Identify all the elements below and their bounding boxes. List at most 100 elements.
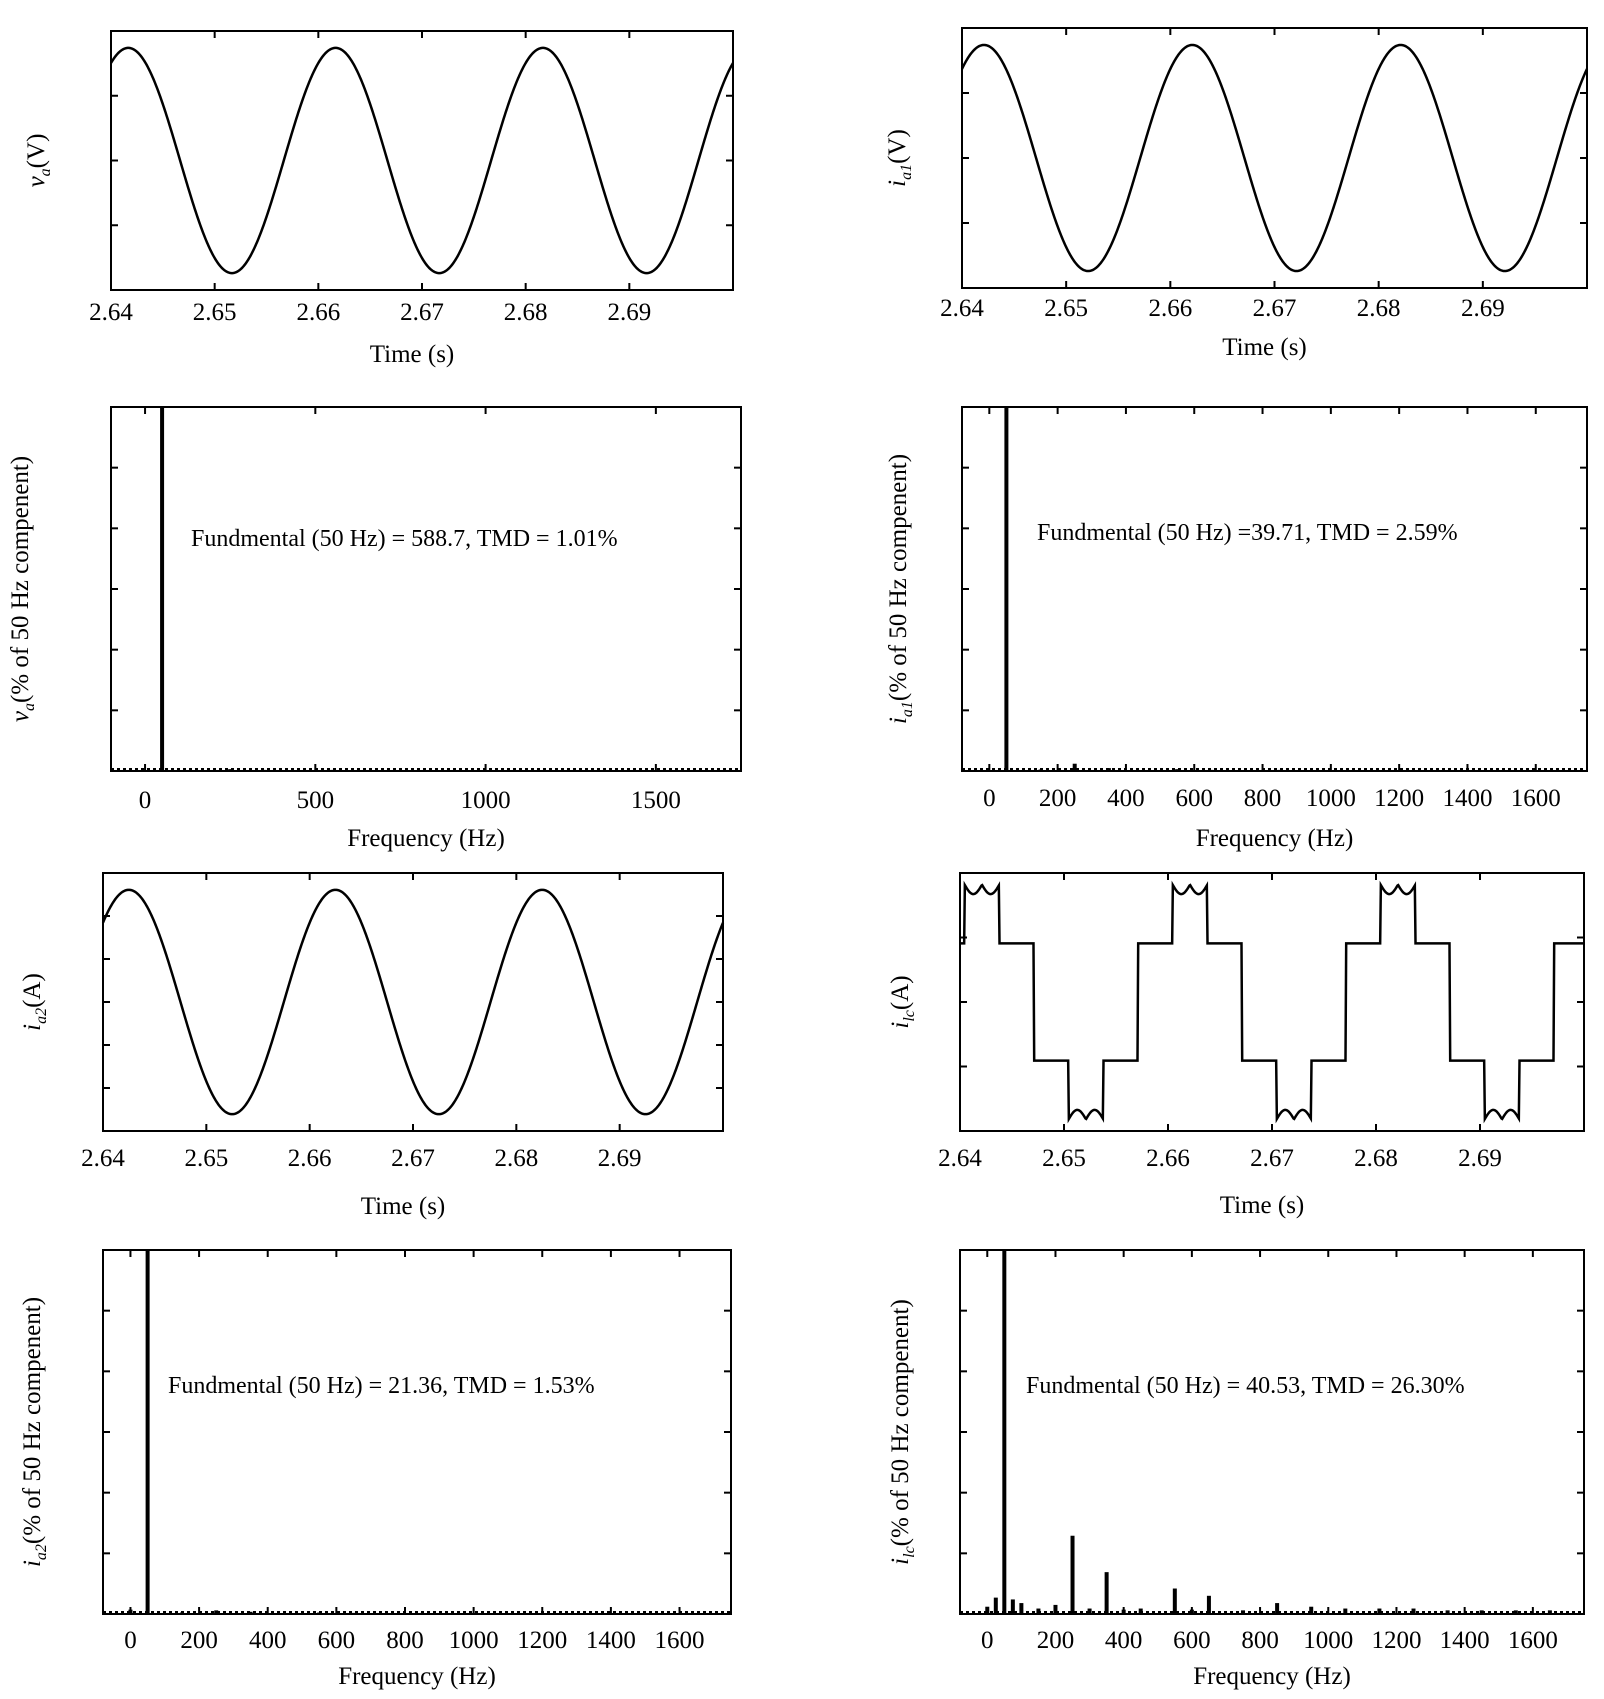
- ilc-time-xtick-label: 2.65: [1042, 1145, 1086, 1172]
- ia2-time-frame: [102, 872, 724, 1132]
- ia1-fft-xtick-label: 600: [1175, 785, 1213, 812]
- ia1-time-series-line: [960, 43, 1589, 273]
- va-fft-bar: [364, 770, 369, 772]
- ilc-fft-xtick-label: 1600: [1508, 1627, 1558, 1654]
- ia2-time-xtick-label: 2.65: [184, 1145, 228, 1172]
- ia2-fft-xtick-label: 400: [249, 1627, 287, 1654]
- ilc-fft-bar: [1206, 1595, 1211, 1614]
- ia1-fft-annotation: Fundmental (50 Hz) =39.71, TMD = 2.59%: [1037, 520, 1458, 546]
- ilc-fft-xlabel: Frequency (Hz): [1193, 1663, 1351, 1690]
- ilc-time-panel: 2.64 2.65 2.66 2.67 2.68 2.69 Time (s) ilc(A): [887, 872, 1585, 1219]
- ilc-fft-bar: [1513, 1610, 1518, 1614]
- ilc-fft-frame: [959, 1249, 1585, 1615]
- ia1-time-ylabel: ia1(V): [884, 129, 915, 187]
- ilc-fft-xtick-label: 800: [1241, 1627, 1279, 1654]
- ilc-fft-bar: [1002, 1250, 1007, 1614]
- ilc-fft-bar: [1138, 1608, 1143, 1614]
- ilc-fft-xtick-label: 400: [1105, 1627, 1143, 1654]
- ilc-time-xtick-label: 2.64: [938, 1145, 982, 1172]
- ia2-time-xtick-label: 2.64: [81, 1145, 125, 1172]
- ilc-fft-panel: 0 200 400 600 800 1000 1200 1400 1600 Frequency (…: [887, 1249, 1585, 1690]
- ia1-fft-xtick-label: 800: [1244, 785, 1282, 812]
- ia2-fft-xtick-label: 0: [124, 1627, 137, 1654]
- ilc-time-xtick-label: 2.68: [1354, 1145, 1398, 1172]
- ia2-fft-bar: [317, 1612, 322, 1614]
- va-fft-xtick-label: 1500: [631, 787, 681, 814]
- ia1-time-xtick-label: 2.64: [940, 295, 984, 322]
- va-fft-panel: 0 500 1000 1500 Frequency (Hz) va(% of 50 Hz …: [7, 406, 742, 852]
- va-fft-xtick-label: 1000: [461, 787, 511, 814]
- ilc-fft-bar: [1343, 1608, 1348, 1614]
- ilc-fft-bar: [1087, 1608, 1092, 1614]
- va-fft-xtick-label: 0: [139, 787, 152, 814]
- ilc-time-xtick-label: 2.66: [1146, 1145, 1190, 1172]
- va-fft-bar: [432, 770, 437, 772]
- ia2-fft-xtick-label: 200: [180, 1627, 218, 1654]
- ilc-fft-xtick-label: 1000: [1303, 1627, 1353, 1654]
- va-fft-xlabel: Frequency (Hz): [347, 825, 505, 852]
- ia1-time-xtick-label: 2.68: [1357, 295, 1401, 322]
- ia1-fft-xtick-label: 1400: [1442, 785, 1492, 812]
- ilc-fft-bar: [1189, 1609, 1194, 1614]
- ia1-fft-xtick-label: 1200: [1374, 785, 1424, 812]
- ia2-fft-xtick-label: 1200: [517, 1627, 567, 1654]
- ia2-fft-xtick-label: 600: [318, 1627, 356, 1654]
- ia2-fft-xtick-label: 1000: [449, 1627, 499, 1654]
- ia1-time-xtick-label: 2.67: [1253, 295, 1297, 322]
- ia2-time-xtick-label: 2.68: [494, 1145, 538, 1172]
- ilc-fft-xtick-label: 200: [1037, 1627, 1075, 1654]
- ilc-fft-ylabel: ilc(% of 50 Hz compenent): [887, 1299, 918, 1565]
- ilc-time-xtick-label: 2.69: [1458, 1145, 1502, 1172]
- va-time-panel: 2.64 2.65 2.66 2.67 2.68 2.69 Time (s) va(V): [23, 30, 735, 368]
- va-fft-ylabel: va(% of 50 Hz compenent): [7, 456, 38, 722]
- ilc-time-xtick-label: 2.67: [1250, 1145, 1294, 1172]
- ia1-fft-bar: [1311, 770, 1316, 772]
- va-fft-xtick-label: 500: [297, 787, 335, 814]
- va-time-ylabel: va(V): [23, 134, 54, 188]
- ia2-fft-xtick-label: 1600: [655, 1627, 705, 1654]
- ilc-fft-bar: [1309, 1606, 1314, 1614]
- ia1-fft-bar: [1004, 407, 1009, 771]
- ia2-fft-bar: [128, 1609, 133, 1614]
- ia1-time-xtick-label: 2.65: [1044, 295, 1088, 322]
- ia2-fft-xlabel: Frequency (Hz): [338, 1663, 496, 1690]
- ilc-fft-bar: [1036, 1608, 1041, 1614]
- va-fft-bar: [330, 769, 335, 771]
- ia2-fft-bar: [420, 1612, 425, 1614]
- va-time-xtick-label: 2.68: [504, 299, 548, 326]
- ia2-fft-bar: [351, 1612, 356, 1614]
- ilc-fft-annotation: Fundmental (50 Hz) = 40.53, TMD = 26.30%: [1026, 1373, 1465, 1399]
- ia2-fft-annotation: Fundmental (50 Hz) = 21.36, TMD = 1.53%: [168, 1373, 595, 1399]
- ia1-fft-xtick-label: 400: [1107, 785, 1145, 812]
- ilc-fft-xtick-label: 1200: [1371, 1627, 1421, 1654]
- ilc-fft-xtick-label: 600: [1173, 1627, 1211, 1654]
- ilc-fft-bar: [1019, 1603, 1024, 1614]
- ia1-fft-frame: [961, 406, 1588, 772]
- va-time-series-line: [109, 46, 735, 275]
- va-fft-bar: [160, 407, 165, 771]
- ilc-fft-bar: [1053, 1604, 1058, 1614]
- ilc-fft-bar: [993, 1597, 998, 1614]
- ilc-fft-bar: [1241, 1610, 1246, 1614]
- ia1-fft-bar: [1277, 769, 1282, 771]
- ia1-fft-bar: [1072, 763, 1077, 771]
- ilc-fft-xtick-label: 1400: [1440, 1627, 1490, 1654]
- ia2-time-xtick-label: 2.67: [391, 1145, 435, 1172]
- ilc-time-series-line: [960, 880, 1584, 1124]
- va-time-xtick-label: 2.66: [296, 299, 340, 326]
- ilc-fft-bar: [1479, 1610, 1484, 1614]
- ia2-fft-ylabel: ia2(% of 50 Hz compenent): [19, 1297, 50, 1567]
- va-time-xtick-label: 2.67: [400, 299, 444, 326]
- ia2-fft-bar: [145, 1250, 150, 1614]
- ia2-fft-frame: [102, 1249, 732, 1615]
- ia2-fft-panel: 0 200 400 600 800 1000 1200 1400 1600 Frequency (…: [19, 1249, 732, 1690]
- ia1-fft-xtick-label: 1000: [1306, 785, 1356, 812]
- ia2-time-xlabel: Time (s): [361, 1193, 446, 1220]
- ilc-fft-bar: [1411, 1608, 1416, 1614]
- ia1-time-xtick-label: 2.66: [1148, 295, 1192, 322]
- ia1-fft-bar: [1106, 768, 1111, 771]
- ia2-fft-xtick-label: 800: [386, 1627, 424, 1654]
- ia2-fft-bar: [179, 1612, 184, 1614]
- ia2-time-ylabel: ia2(A): [19, 973, 50, 1031]
